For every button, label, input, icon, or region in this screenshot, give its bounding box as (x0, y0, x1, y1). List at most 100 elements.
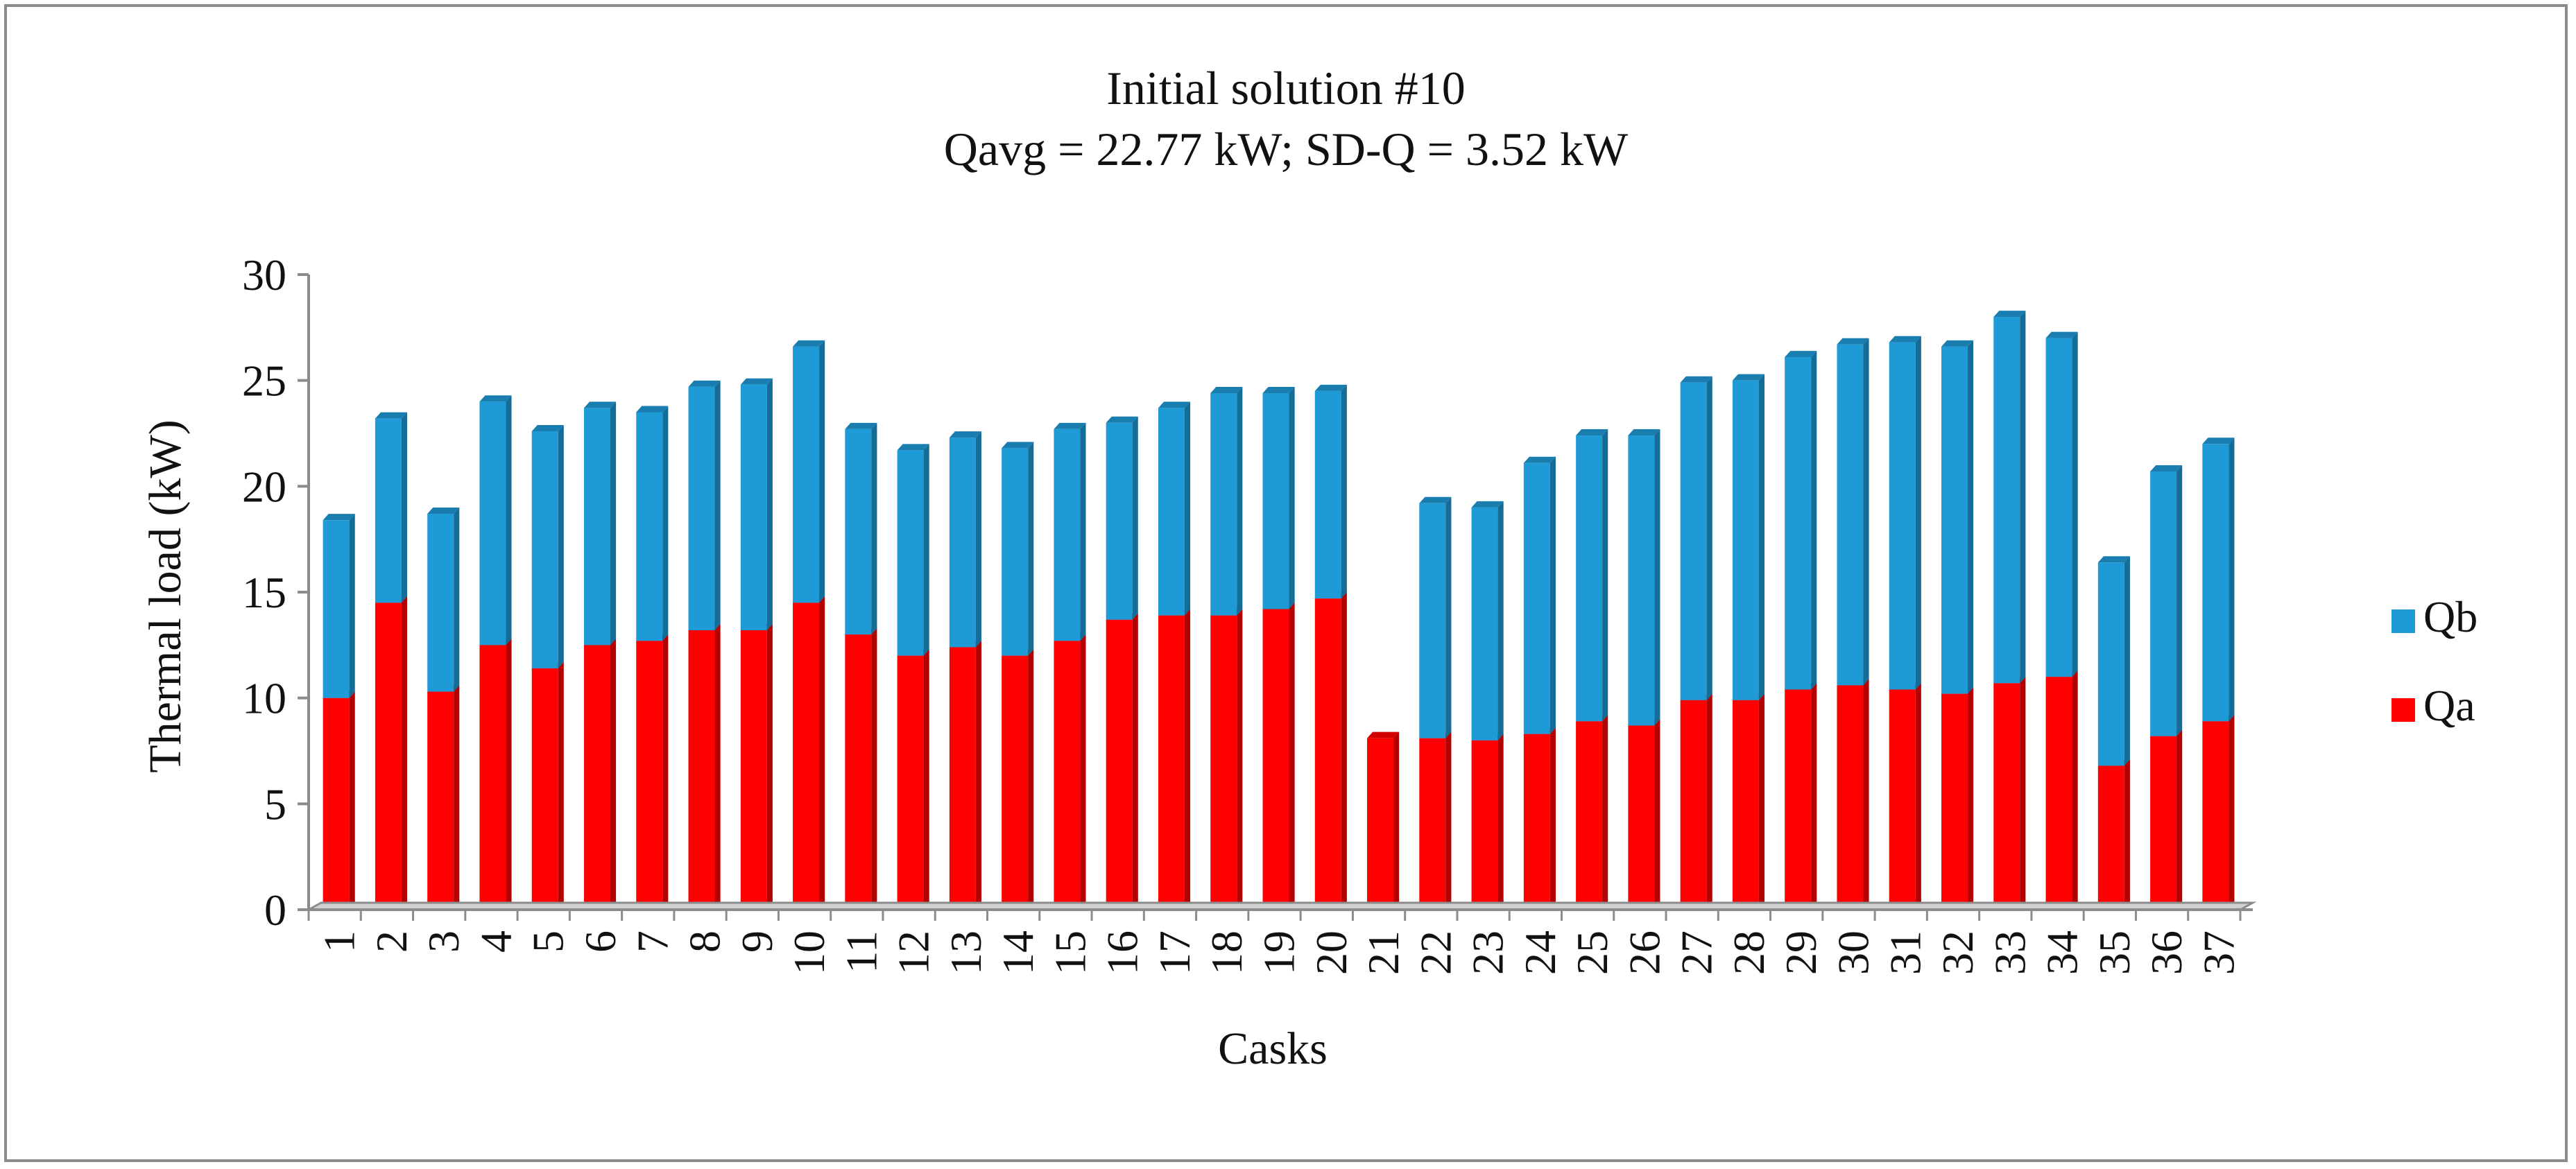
bar-front (427, 514, 454, 692)
bar-side (714, 623, 721, 910)
y-axis-title: Thermal load (kW) (140, 419, 191, 772)
x-tick-label: 29 (1776, 930, 1826, 975)
bar-side (1549, 727, 1556, 910)
bar-front (1889, 689, 1916, 910)
bar-side (1080, 422, 1086, 641)
bar-side (975, 641, 981, 910)
bar-front (1993, 683, 2020, 910)
bar-front (1941, 346, 1968, 694)
x-tick-label: 5 (524, 930, 573, 953)
y-tick-label: 25 (242, 356, 286, 406)
bar-top (1993, 311, 2026, 318)
bar-qb-cask-19 (1262, 386, 1295, 609)
bar-front (1628, 725, 1655, 910)
bar-qb-cask-8 (688, 380, 721, 630)
x-tick-label: 13 (941, 930, 990, 975)
bar-qb-cask-3 (427, 508, 460, 692)
y-tick-label: 15 (242, 568, 286, 617)
bar-side (1758, 374, 1765, 700)
legend-swatch-qb (2392, 609, 2415, 633)
x-tick-label: 23 (1463, 930, 1513, 975)
x-tick-label: 35 (2090, 930, 2139, 975)
bar-side (1080, 634, 1086, 910)
bar-top (1210, 386, 1243, 393)
bar-qb-cask-29 (1785, 351, 1817, 690)
bar-front (1314, 390, 1341, 599)
bar-side (871, 422, 877, 635)
bar-top (1889, 336, 1921, 343)
bar-front (1837, 344, 1864, 686)
bar-top (531, 424, 564, 431)
bar-qa-cask-12 (897, 649, 929, 910)
bar-top (2097, 556, 2130, 563)
bar-top (375, 412, 408, 419)
bar-qa-cask-25 (1576, 715, 1608, 910)
bar-side (2176, 465, 2183, 736)
legend: Qb Qa (2392, 592, 2478, 730)
bar-front (375, 603, 402, 910)
bar-side (1758, 693, 1765, 910)
bar-front (1106, 422, 1133, 620)
bar-side (1289, 386, 1295, 609)
y-tick-label: 5 (264, 779, 286, 829)
bar-side (1184, 401, 1191, 616)
bar-side (610, 639, 617, 910)
x-tick-label: 24 (1515, 930, 1565, 975)
x-tick-label: 26 (1620, 930, 1669, 975)
bar-front (1576, 721, 1603, 910)
bar-front (1210, 615, 1237, 910)
bar-qb-cask-1 (323, 514, 355, 698)
bar-side (1654, 429, 1660, 726)
bar-front (2045, 677, 2072, 910)
x-tick-label: 22 (1411, 930, 1460, 975)
bar-top (1054, 422, 1086, 429)
bar-side (401, 596, 408, 910)
x-tick-label: 15 (1045, 930, 1094, 975)
bar-qa-cask-5 (531, 661, 564, 910)
x-tick-label: 19 (1255, 930, 1304, 975)
bar-top (1837, 338, 1869, 345)
bar-front (1054, 428, 1081, 641)
x-tick-label: 30 (1828, 930, 1878, 975)
bar-front (793, 346, 820, 603)
bar-front (479, 401, 506, 646)
bar-qb-cask-4 (479, 395, 512, 646)
bar-side (2020, 677, 2026, 910)
bar-qa-cask-24 (1523, 727, 1556, 910)
bar-front (1785, 689, 1812, 910)
bar-front (323, 698, 350, 910)
bar-top (1523, 456, 1556, 463)
bar-side (1237, 609, 1243, 910)
bar-side (1811, 351, 1817, 690)
bar-side (975, 431, 981, 648)
x-tick-label: 33 (1985, 930, 2034, 975)
bar-front (427, 691, 454, 910)
bar-qa-cask-17 (1158, 609, 1191, 910)
bar-side (714, 380, 721, 630)
bar-qb-cask-30 (1837, 338, 1869, 686)
bar-side (819, 596, 825, 910)
bar-front (845, 634, 872, 910)
bar-front (1523, 462, 1550, 734)
bar-qb-cask-36 (2150, 465, 2183, 736)
bar-side (1549, 456, 1556, 734)
bar-front (583, 645, 610, 910)
bar-top (1106, 416, 1138, 423)
bar-side (2072, 331, 2078, 677)
bar-top (949, 431, 981, 438)
bar-qb-cask-16 (1106, 416, 1138, 620)
bar-top (636, 406, 669, 413)
y-axis: 0 5 10 15 20 25 30 (242, 250, 310, 935)
bar-qa-cask-6 (583, 639, 617, 910)
bar-qa-cask-30 (1837, 679, 1869, 910)
bar-top (688, 380, 721, 387)
bar-qb-cask-33 (1993, 311, 2026, 684)
bar-qa-cask-29 (1785, 683, 1817, 910)
bar-front (531, 668, 558, 910)
bar-qa-cask-3 (427, 685, 460, 910)
bar-qa-cask-28 (1732, 693, 1765, 910)
bar-qa-cask-34 (2045, 670, 2078, 910)
bar-front (1158, 408, 1185, 616)
bar-front (636, 412, 663, 641)
bar-qb-cask-34 (2045, 331, 2078, 677)
